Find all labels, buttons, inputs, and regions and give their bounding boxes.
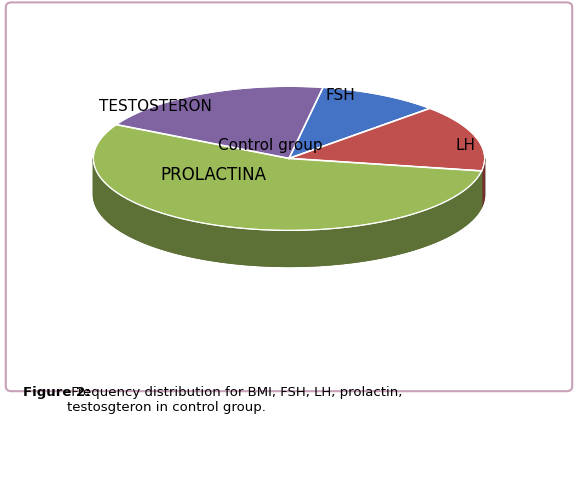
Text: Figure 2:: Figure 2: — [23, 386, 91, 399]
Text: TESTOSTERON: TESTOSTERON — [99, 99, 212, 114]
Polygon shape — [481, 159, 484, 207]
Text: Control group: Control group — [218, 138, 323, 153]
Polygon shape — [116, 86, 323, 158]
Text: PROLACTINA: PROLACTINA — [160, 166, 266, 184]
Text: LH: LH — [455, 138, 476, 153]
Polygon shape — [289, 87, 429, 158]
Polygon shape — [94, 125, 481, 230]
Text: Frequency distribution for BMI, FSH, LH, prolactin,
testosgteron in control grou: Frequency distribution for BMI, FSH, LH,… — [67, 386, 402, 414]
Polygon shape — [289, 108, 484, 171]
Polygon shape — [94, 159, 481, 266]
Text: FSH: FSH — [326, 88, 355, 103]
Polygon shape — [94, 158, 484, 266]
